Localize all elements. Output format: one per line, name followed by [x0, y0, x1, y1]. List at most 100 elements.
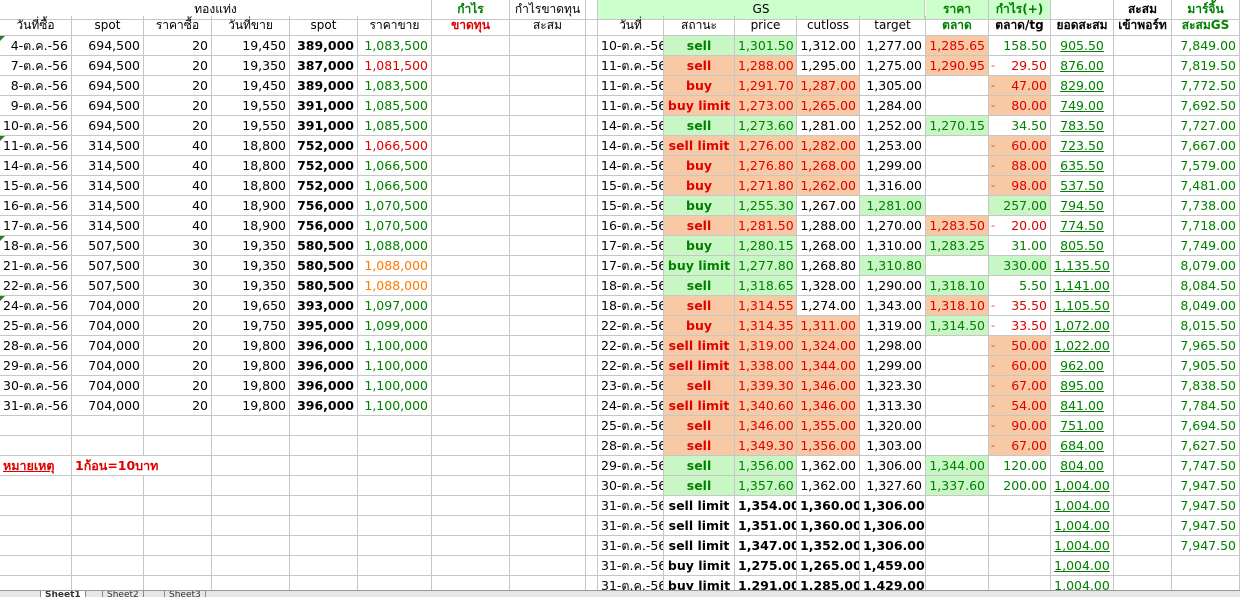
gs-profit-cell: 5.50	[989, 276, 1051, 296]
left-col-header: วันที่ขาย	[212, 16, 290, 36]
separator	[586, 536, 598, 556]
separator	[586, 56, 598, 76]
cum-label: สะสม	[1114, 0, 1172, 20]
gs-profit-cell: -60.00	[989, 356, 1051, 376]
gs-col-header: cutloss	[797, 16, 860, 36]
spot-cell: 580,500	[290, 236, 358, 256]
empty-cell	[432, 416, 510, 436]
gs-status-cell: buy limit	[664, 96, 735, 116]
gs-margin-cell: 7,947.50	[1172, 476, 1240, 496]
empty-cell	[290, 416, 358, 436]
empty-cell	[290, 476, 358, 496]
gs-margin-cell: 7,965.50	[1172, 336, 1240, 356]
gs-margin-cell: 7,947.50	[1172, 536, 1240, 556]
sell-date-cell: 19,350	[212, 236, 290, 256]
spot-cell: 314,500	[72, 196, 144, 216]
gs-price-cell: 1,346.00	[735, 416, 797, 436]
gs-col-header: target	[860, 16, 926, 36]
profit-cell	[432, 136, 510, 156]
gs-status-cell: sell	[664, 476, 735, 496]
sheet-tab-1[interactable]: Sheet1	[40, 591, 86, 597]
gs-cutloss-cell: 1,312.00	[797, 36, 860, 56]
gs-accumulated-cell: 1,004.00	[1051, 476, 1114, 496]
sheet-tab-3[interactable]: Sheet3	[164, 591, 206, 597]
gs-market-cell	[926, 196, 989, 216]
spot-cell: 756,000	[290, 216, 358, 236]
empty-cell	[510, 556, 586, 576]
separator	[586, 96, 598, 116]
buy-date-cell: 25-ต.ค.-56	[0, 316, 72, 336]
gs-port-cell	[1114, 496, 1172, 516]
empty-cell	[510, 536, 586, 556]
gs-price-cell: 1,275.00	[735, 556, 797, 576]
cumulative-label: สะสม	[510, 16, 586, 36]
sheet-tab-2[interactable]: Sheet2	[102, 591, 144, 597]
price-label: ราคา	[926, 0, 989, 20]
sell-date-cell: 18,900	[212, 216, 290, 236]
gs-profit-cell: -98.00	[989, 176, 1051, 196]
negative-marker: -	[991, 439, 995, 452]
gs-price-cell: 1,340.60	[735, 396, 797, 416]
empty-cell	[358, 496, 432, 516]
gs-target-cell: 1,310.00	[860, 236, 926, 256]
sell-price-cell: 1,088,000	[358, 256, 432, 276]
empty-cell	[432, 436, 510, 456]
cumulative-cell	[510, 136, 586, 156]
gs-cutloss-cell: 1,274.00	[797, 296, 860, 316]
negative-marker: -	[991, 299, 995, 312]
gs-margin-cell: 7,481.00	[1172, 176, 1240, 196]
empty-cell	[144, 416, 212, 436]
gs-market-cell: 1,270.15	[926, 116, 989, 136]
gs-target-cell: 1,320.00	[860, 416, 926, 436]
empty-cell	[212, 456, 290, 476]
spot-cell: 507,500	[72, 256, 144, 276]
cumulative-cell	[510, 176, 586, 196]
empty-cell	[432, 556, 510, 576]
sell-date-cell: 19,450	[212, 76, 290, 96]
gs-port-cell	[1114, 456, 1172, 476]
sell-date-cell: 19,650	[212, 296, 290, 316]
gs-port-cell	[1114, 196, 1172, 216]
buy-price-cell: 20	[144, 396, 212, 416]
empty-cell	[358, 436, 432, 456]
spot-cell: 507,500	[72, 236, 144, 256]
empty-cell	[0, 436, 72, 456]
spot-cell: 396,000	[290, 356, 358, 376]
sell-date-cell: 19,800	[212, 336, 290, 356]
cumulative-cell	[510, 336, 586, 356]
empty-cell	[432, 496, 510, 516]
gs-status-cell: sell limit	[664, 516, 735, 536]
gs-port-cell	[1114, 56, 1172, 76]
sell-price-cell: 1,100,000	[358, 376, 432, 396]
empty-cell	[358, 456, 432, 476]
buy-date-cell: 15-ต.ค.-56	[0, 176, 72, 196]
gs-date-cell: 24-ต.ค.-56	[598, 396, 664, 416]
gs-accumulated-cell: 537.50	[1051, 176, 1114, 196]
gs-margin-cell: 7,747.50	[1172, 456, 1240, 476]
spot-cell: 507,500	[72, 276, 144, 296]
cumulative-cell	[510, 396, 586, 416]
gs-market-cell: 1,344.00	[926, 456, 989, 476]
spot-cell: 391,000	[290, 96, 358, 116]
negative-marker: -	[991, 379, 995, 392]
gs-target-cell: 1,270.00	[860, 216, 926, 236]
sell-date-cell: 19,800	[212, 376, 290, 396]
sell-price-cell: 1,097,000	[358, 296, 432, 316]
profit-cell	[432, 356, 510, 376]
gs-target-cell: 1,284.00	[860, 96, 926, 116]
buy-price-cell: 20	[144, 116, 212, 136]
gs-margin-cell	[1172, 556, 1240, 576]
empty-cell	[212, 516, 290, 536]
gs-price-cell: 1,339.30	[735, 376, 797, 396]
gs-status-cell: sell	[664, 56, 735, 76]
left-col-header: วันที่ซื้อ	[0, 16, 72, 36]
gs-status-cell: buy	[664, 156, 735, 176]
separator	[586, 276, 598, 296]
separator	[586, 196, 598, 216]
gs-date-cell: 14-ต.ค.-56	[598, 156, 664, 176]
gs-margin-cell: 7,838.50	[1172, 376, 1240, 396]
buy-date-cell: 18-ต.ค.-56	[0, 236, 72, 256]
sell-price-cell: 1,070,500	[358, 216, 432, 236]
gs-status-cell: buy	[664, 236, 735, 256]
gs-cutloss-cell: 1,287.00	[797, 76, 860, 96]
